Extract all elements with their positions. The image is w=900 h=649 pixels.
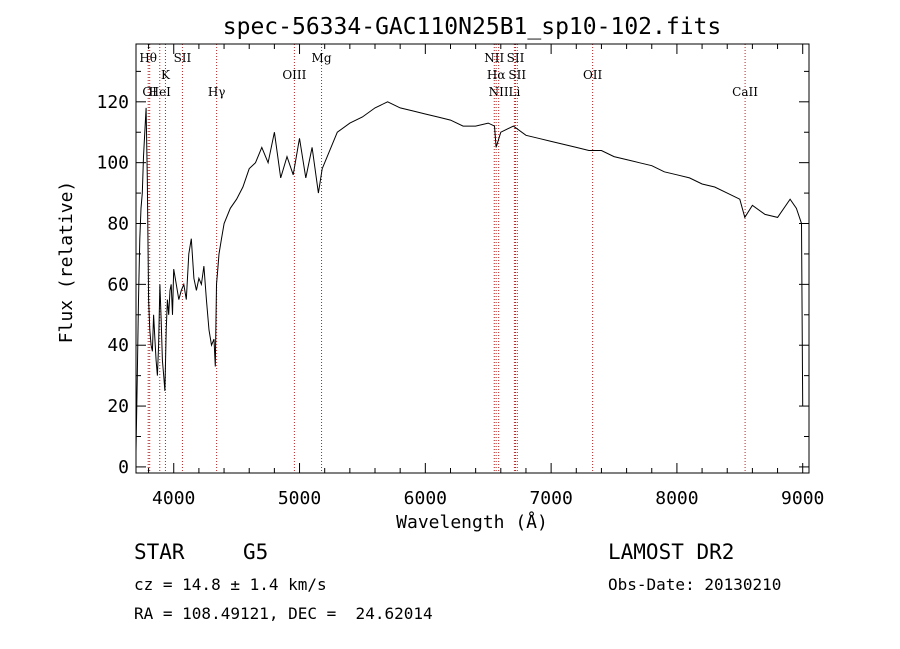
marker-label: Li — [508, 85, 520, 99]
x-axis-label: Wavelength (Å) — [396, 511, 548, 533]
y-axis: 0 20 40 60 80 100 120 — [96, 70, 809, 478]
x-tick-label: 6000 — [404, 488, 447, 509]
x-tick-label: 7000 — [529, 488, 572, 509]
marker-label: Mg — [312, 51, 332, 65]
object-class: STAR — [134, 540, 185, 564]
plot-frame — [135, 43, 810, 474]
x-tick-label: 4000 — [152, 488, 195, 509]
marker-label: NII — [489, 85, 509, 99]
y-tick-label: 40 — [107, 335, 129, 356]
x-tick-label: 9000 — [781, 488, 824, 509]
marker-label: OII — [583, 68, 603, 82]
y-tick-label: 60 — [107, 274, 129, 295]
marker-label: SII — [507, 51, 525, 65]
marker-label: HeI — [149, 85, 172, 99]
y-tick-label: 80 — [107, 214, 129, 235]
y-axis-label: Flux (relative) — [56, 181, 77, 344]
marker-label: SII — [174, 51, 192, 65]
redshift-value: cz = 14.8 ± 1.4 km/s — [134, 575, 327, 594]
x-tick-label: 8000 — [655, 488, 698, 509]
marker-label: NII — [484, 51, 504, 65]
marker-label: OI — [142, 85, 157, 99]
x-tick-label: 5000 — [278, 488, 321, 509]
marker-label: SII — [508, 68, 526, 82]
x-axis: 4000 5000 6000 7000 8000 9000 — [148, 44, 824, 509]
coordinates: RA = 108.49121, DEC = 24.62014 — [134, 604, 433, 623]
y-tick-label: 120 — [96, 92, 129, 113]
marker-label: Hθ — [139, 51, 157, 65]
obs-date: Obs-Date: 20130210 — [608, 575, 782, 594]
marker-lines — [147, 44, 746, 473]
y-tick-label: 20 — [107, 396, 129, 417]
marker-label: CaII — [732, 85, 758, 99]
marker-label: Hγ — [208, 85, 226, 99]
spectrum-line — [135, 101, 804, 452]
y-tick-label: 100 — [96, 153, 129, 174]
survey-name: LAMOST DR2 — [608, 540, 735, 564]
y-tick-label: 0 — [118, 457, 129, 478]
chart-title: spec-56334-GAC110N25B1_sp10-102.fits — [223, 14, 722, 40]
marker-label: Hα — [487, 68, 506, 82]
object-subclass: G5 — [243, 540, 269, 564]
marker-label: OIII — [282, 68, 306, 82]
marker-label: K — [161, 68, 171, 82]
